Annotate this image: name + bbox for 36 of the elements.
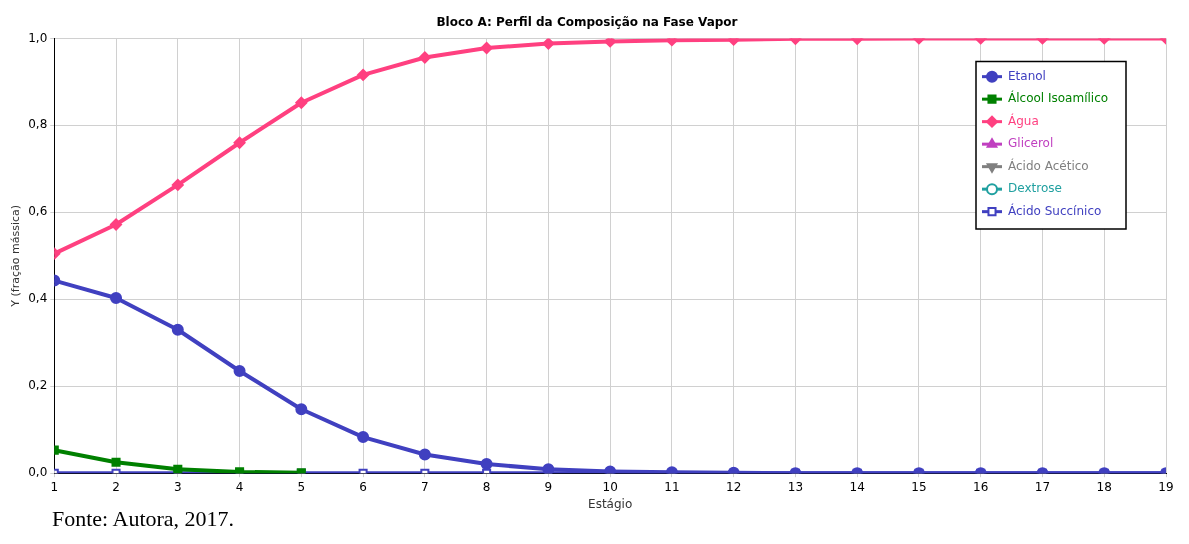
x-tick-label: 13 xyxy=(787,479,804,494)
legend-label: Dextrose xyxy=(1008,181,1062,196)
legend-label: Água xyxy=(1008,112,1039,128)
y-tick-label: 0,6 xyxy=(28,204,48,219)
y-tick-label: 0,0 xyxy=(28,465,48,480)
y-tick-label: 0,8 xyxy=(28,117,48,132)
x-tick-label: 16 xyxy=(973,479,989,494)
x-tick-label: 9 xyxy=(544,479,553,494)
x-tick-label: 18 xyxy=(1096,479,1112,494)
legend-label: Etanol xyxy=(1008,68,1046,83)
x-tick-label: 15 xyxy=(911,479,927,494)
y-tick-label: 0,4 xyxy=(28,291,48,306)
x-tick-label: 1 xyxy=(50,479,59,494)
legend-label: Ácido Succínico xyxy=(1008,202,1102,218)
x-tick-label: 19 xyxy=(1158,479,1174,494)
source-note: Fonte: Autora, 2017. xyxy=(48,506,239,532)
x-tick-label: 8 xyxy=(482,479,491,494)
y-tick-label: 1,0 xyxy=(28,30,48,45)
chart-title: Bloco A: Perfil da Composição na Fase Vapor xyxy=(436,15,738,30)
x-tick-label: 7 xyxy=(421,479,429,494)
x-tick-label: 4 xyxy=(235,479,244,494)
x-tick-label: 3 xyxy=(173,479,182,494)
x-tick-label: 5 xyxy=(297,479,306,494)
x-tick-label: 14 xyxy=(849,479,865,494)
legend-label: Ácido Acético xyxy=(1008,157,1089,173)
y-tick-label: 0,2 xyxy=(28,378,48,393)
y-axis-title: Y (fração mássica) xyxy=(9,204,23,308)
x-tick-label: 2 xyxy=(112,479,120,494)
legend-label: Álcool Isoamílico xyxy=(1008,90,1109,106)
x-tick-label: 6 xyxy=(359,479,367,494)
x-tick-label: 17 xyxy=(1034,479,1051,494)
legend-label: Glicerol xyxy=(1008,136,1054,151)
x-tick-label: 11 xyxy=(664,479,680,494)
x-tick-label: 12 xyxy=(726,479,742,494)
x-tick-label: 10 xyxy=(602,479,618,494)
x-axis-title: Estágio xyxy=(588,496,633,511)
